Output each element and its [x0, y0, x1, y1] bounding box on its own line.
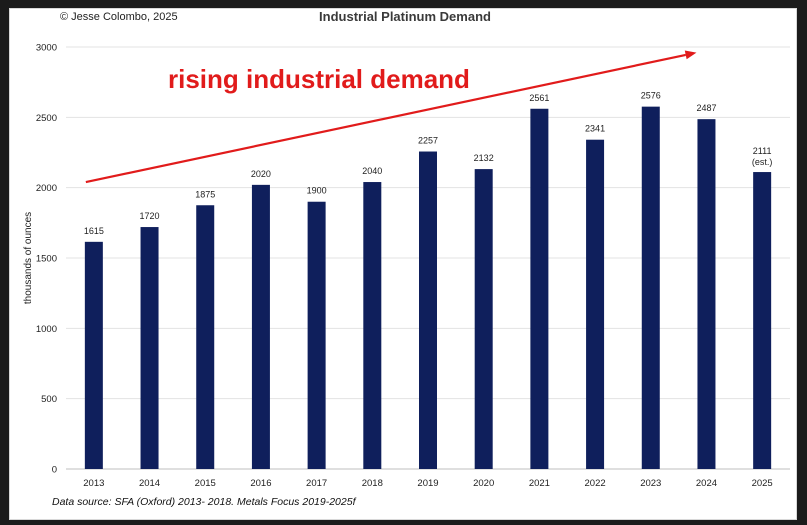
data-label-2019: 2257 — [418, 136, 438, 146]
data-label-2023: 2576 — [641, 91, 661, 101]
data-label-2013: 1615 — [84, 226, 104, 236]
trend-arrow — [85, 50, 697, 184]
x-tick-label-2015: 2015 — [195, 478, 216, 489]
x-tick-label-2020: 2020 — [473, 478, 494, 489]
y-tick-label: 3000 — [36, 43, 57, 54]
data-label-2017: 1900 — [307, 186, 327, 196]
bar-2014 — [140, 227, 159, 469]
annotation-text: rising industrial demand — [168, 64, 470, 94]
x-tick-label-2017: 2017 — [306, 478, 327, 489]
bar-2023 — [641, 106, 660, 469]
x-axis-ticks: 2013 2014 2015 2016 2017 2018 2019 2020 2021 2022… — [83, 478, 772, 489]
y-tick-label: 0 — [52, 465, 57, 476]
bar-2020 — [474, 169, 493, 469]
bar-2013 — [84, 241, 103, 469]
data-label-2021: 2561 — [529, 93, 549, 103]
data-labels: 1615 1720 1875 2020 1900 2040 2257 2132 2561 2341… — [84, 91, 773, 236]
x-tick-label-2016: 2016 — [250, 478, 271, 489]
x-tick-label-2019: 2019 — [417, 478, 438, 489]
data-label-2020: 2132 — [474, 153, 494, 163]
data-label-2024: 2487 — [696, 103, 716, 113]
x-tick-label-2018: 2018 — [362, 478, 383, 489]
bar-2016 — [251, 184, 270, 469]
bar-2019 — [419, 151, 437, 470]
data-source: Data source: SFA (Oxford) 2013- 2018. Me… — [52, 496, 356, 508]
trend-arrow-head — [684, 50, 697, 60]
data-label-2016: 2020 — [251, 169, 271, 179]
bar-2024 — [697, 119, 716, 470]
copyright-text: © Jesse Colombo, 2025 — [60, 11, 178, 23]
bar-2017 — [307, 201, 326, 469]
x-tick-label-2013: 2013 — [83, 478, 104, 489]
x-tick-label-2025: 2025 — [752, 478, 773, 489]
y-tick-label: 1500 — [36, 254, 57, 265]
bar-2015 — [196, 205, 215, 469]
x-tick-label-2021: 2021 — [529, 478, 550, 489]
trend-arrow-line — [85, 53, 686, 184]
x-tick-label-2014: 2014 — [139, 478, 160, 489]
bar-2025 — [753, 172, 772, 469]
bar-2021 — [530, 108, 549, 469]
y-axis-label: thousands of ounces — [23, 212, 34, 304]
x-tick-label-2023: 2023 — [640, 478, 661, 489]
y-tick-label: 500 — [41, 394, 57, 405]
bar-2018 — [363, 182, 382, 470]
data-label-2018: 2040 — [362, 166, 382, 176]
x-tick-label-2022: 2022 — [585, 478, 606, 489]
bars — [84, 106, 772, 470]
data-label-2015: 1875 — [195, 189, 215, 199]
data-label-2022: 2341 — [585, 124, 605, 134]
x-tick-label-2024: 2024 — [696, 478, 717, 489]
bar-2022 — [586, 139, 605, 469]
data-label-2025: 2111 — [753, 146, 772, 156]
y-tick-label: 2500 — [36, 113, 57, 124]
chart-frame — [9, 8, 797, 520]
y-axis-ticks: 0 500 1000 1500 2000 2500 3000 — [36, 43, 57, 476]
estimate-note: (est.) — [752, 157, 773, 167]
chart-title: Industrial Platinum Demand — [319, 9, 491, 24]
y-tick-label: 2000 — [36, 183, 57, 194]
data-label-2014: 1720 — [140, 211, 160, 221]
y-tick-label: 1000 — [36, 324, 57, 335]
